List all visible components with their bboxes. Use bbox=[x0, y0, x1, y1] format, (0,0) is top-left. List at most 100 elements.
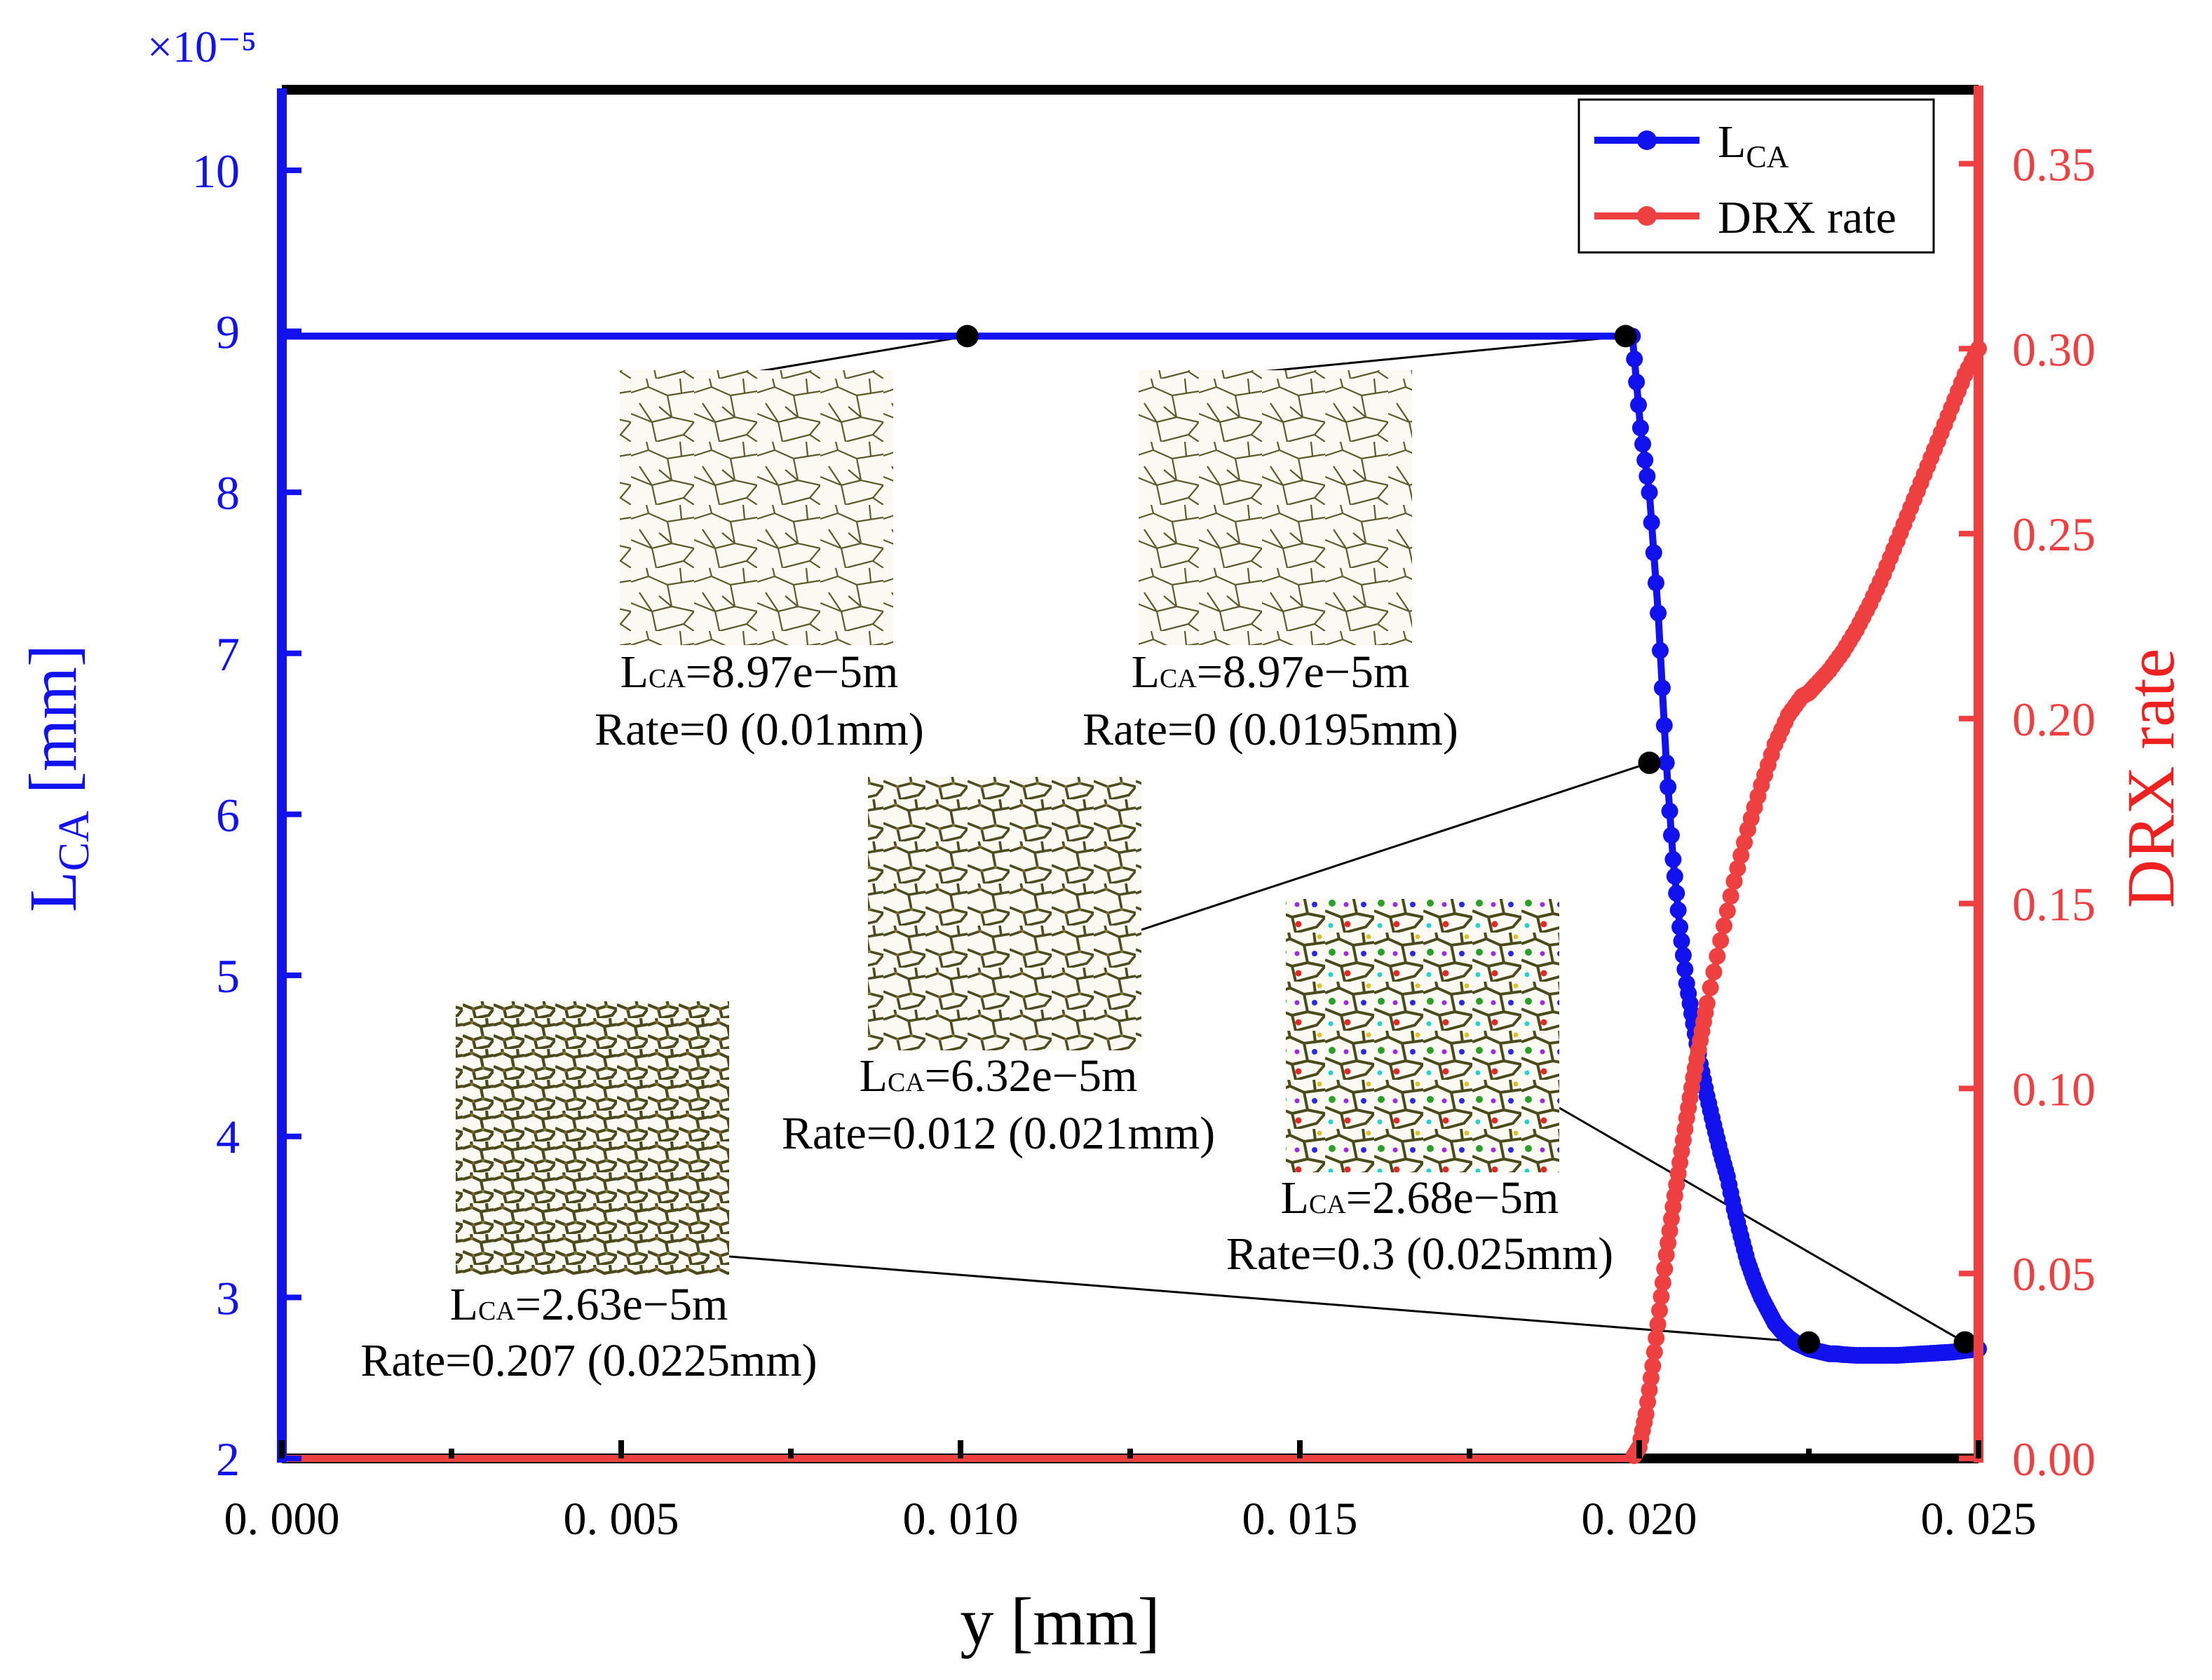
highlight-point bbox=[956, 325, 979, 348]
series-marker bbox=[1641, 484, 1658, 501]
right-y-tick-label: 0.00 bbox=[2012, 1432, 2096, 1486]
annotation-lca-value: =8.97e−5m bbox=[1197, 646, 1410, 698]
series-marker bbox=[1674, 947, 1692, 964]
highlight-layer bbox=[956, 325, 1976, 1354]
series-marker bbox=[1634, 435, 1652, 453]
annotation-rate-label: Rate=0.207 (0.0225mm) bbox=[360, 1335, 817, 1386]
microstructure-image bbox=[868, 777, 1141, 1050]
annotation-lca-value: =2.63e−5m bbox=[515, 1279, 728, 1330]
x-tick-label: 0. 000 bbox=[224, 1493, 340, 1545]
x-tick-label: 0. 020 bbox=[1582, 1493, 1697, 1545]
annotation-leader-line bbox=[1141, 761, 1650, 931]
series-marker bbox=[1705, 963, 1723, 981]
annotation-a3: LCA=6.32e−5m Rate=0.012 (0.021mm) bbox=[782, 761, 1650, 1159]
highlight-point bbox=[1638, 751, 1661, 774]
series-marker bbox=[1653, 679, 1671, 697]
right-y-axis-label: DRX rate bbox=[2113, 649, 2188, 909]
legend-label-main: DRX rate bbox=[1718, 192, 1897, 243]
series-marker bbox=[1725, 872, 1743, 890]
series-marker bbox=[1652, 642, 1669, 659]
series-marker bbox=[1676, 961, 1694, 978]
series-marker bbox=[1638, 468, 1656, 485]
series-marker bbox=[1651, 1301, 1669, 1319]
annotation-rate-label: Rate=0 (0.0195mm) bbox=[1083, 704, 1458, 755]
series-marker bbox=[1718, 902, 1736, 920]
right-y-tick-label: 0.20 bbox=[2012, 693, 2096, 746]
left-y-tick-label: 10 bbox=[192, 144, 240, 198]
x-axis: 0. 000 0. 005 0. 010 0. 015 0. 020 0. 025 bbox=[224, 1440, 2037, 1545]
x-tick-label: 0. 010 bbox=[903, 1493, 1019, 1545]
series-marker bbox=[1671, 919, 1689, 936]
series-marker bbox=[1644, 1357, 1662, 1375]
annotation-rate-label: Rate=0.3 (0.025mm) bbox=[1226, 1228, 1613, 1280]
annotation-lca-subscript: CA bbox=[478, 1296, 515, 1326]
annotation-lca-label: LCA=2.63e−5m bbox=[450, 1279, 728, 1330]
series-marker bbox=[1736, 834, 1753, 851]
annotation-a1: LCA=8.97e−5m Rate=0 (0.01mm) bbox=[595, 334, 968, 755]
series-marker bbox=[1647, 574, 1664, 592]
legend-label-main: L bbox=[1718, 116, 1746, 168]
annotation-lca-subscript: CA bbox=[1309, 1190, 1346, 1219]
legend-item: LCA bbox=[1594, 116, 1789, 174]
annotation-rate-label: Rate=0.012 (0.021mm) bbox=[782, 1108, 1215, 1159]
series-marker bbox=[1636, 452, 1654, 469]
annotation-lca-label: LCA=6.32e−5m bbox=[860, 1050, 1138, 1102]
right-y-tick-label: 0.25 bbox=[2012, 508, 2096, 561]
left-y-tick-label: 5 bbox=[216, 949, 240, 1003]
annotation-lca-prefix: L bbox=[1281, 1172, 1309, 1224]
annotation-leader-line bbox=[1261, 334, 1626, 373]
series-marker bbox=[1630, 396, 1648, 414]
left-y-tick-label: 9 bbox=[216, 305, 240, 358]
annotation-leader-line bbox=[756, 334, 968, 373]
series-marker bbox=[1729, 860, 1746, 877]
left-y-axis-label-sub: CA bbox=[50, 811, 98, 871]
annotation-lca-prefix: L bbox=[1132, 646, 1160, 698]
annotation-lca-value: =2.68e−5m bbox=[1346, 1172, 1559, 1224]
series-marker bbox=[1702, 979, 1719, 996]
legend-swatch-marker bbox=[1637, 130, 1657, 150]
microstructure-image bbox=[1139, 370, 1412, 645]
annotation-lca-label: LCA=8.97e−5m bbox=[620, 646, 899, 698]
microstructure-image bbox=[456, 1001, 729, 1275]
series-marker bbox=[1661, 802, 1678, 820]
annotation-lca-prefix: L bbox=[860, 1050, 888, 1102]
left-axis-multiplier: ×10⁻⁵ bbox=[147, 22, 257, 72]
right-y-axis: 0.00 0.05 0.10 0.15 0.20 0.25 0.30 0.35 bbox=[1959, 86, 2096, 1486]
series-marker bbox=[1666, 867, 1683, 885]
series-marker bbox=[1649, 1315, 1667, 1333]
x-tick-label: 0. 015 bbox=[1242, 1493, 1358, 1545]
right-y-tick-label: 0.30 bbox=[2012, 323, 2096, 376]
annotation-lca-subscript: CA bbox=[1160, 664, 1197, 693]
highlight-point bbox=[1614, 325, 1637, 348]
series-marker bbox=[1669, 902, 1687, 919]
series-marker bbox=[1656, 1260, 1674, 1278]
annotation-leader-line bbox=[1559, 1106, 1966, 1343]
series-marker bbox=[1631, 419, 1649, 437]
series-marker bbox=[1628, 373, 1646, 391]
microstructure-image bbox=[1286, 899, 1559, 1172]
left-y-tick-label: 7 bbox=[216, 628, 240, 681]
series-marker bbox=[1668, 884, 1685, 902]
x-tick-label: 0. 005 bbox=[564, 1493, 679, 1545]
microstructure-image bbox=[620, 370, 893, 645]
annotation-leader-line bbox=[728, 1255, 1810, 1344]
series-marker bbox=[1645, 544, 1662, 562]
legend-label: LCA bbox=[1718, 116, 1789, 174]
series-marker bbox=[1712, 932, 1730, 949]
series-marker bbox=[1709, 947, 1726, 965]
legend-label: DRX rate bbox=[1718, 192, 1897, 243]
x-axis-label: y [mm] bbox=[960, 1584, 1160, 1659]
annotation-lca-subscript: CA bbox=[649, 664, 686, 693]
left-y-tick-label: 4 bbox=[216, 1111, 240, 1164]
highlight-point bbox=[1953, 1331, 1976, 1354]
highlight-point bbox=[1798, 1331, 1820, 1354]
annotation-lca-subscript: CA bbox=[888, 1068, 925, 1097]
left-y-tick-label: 3 bbox=[216, 1271, 240, 1325]
annotation-lca-prefix: L bbox=[450, 1279, 478, 1330]
annotation-rate-label: Rate=0 (0.01mm) bbox=[595, 704, 924, 755]
annotation-lca-label: LCA=2.68e−5m bbox=[1281, 1172, 1559, 1224]
series-marker bbox=[1660, 778, 1677, 796]
